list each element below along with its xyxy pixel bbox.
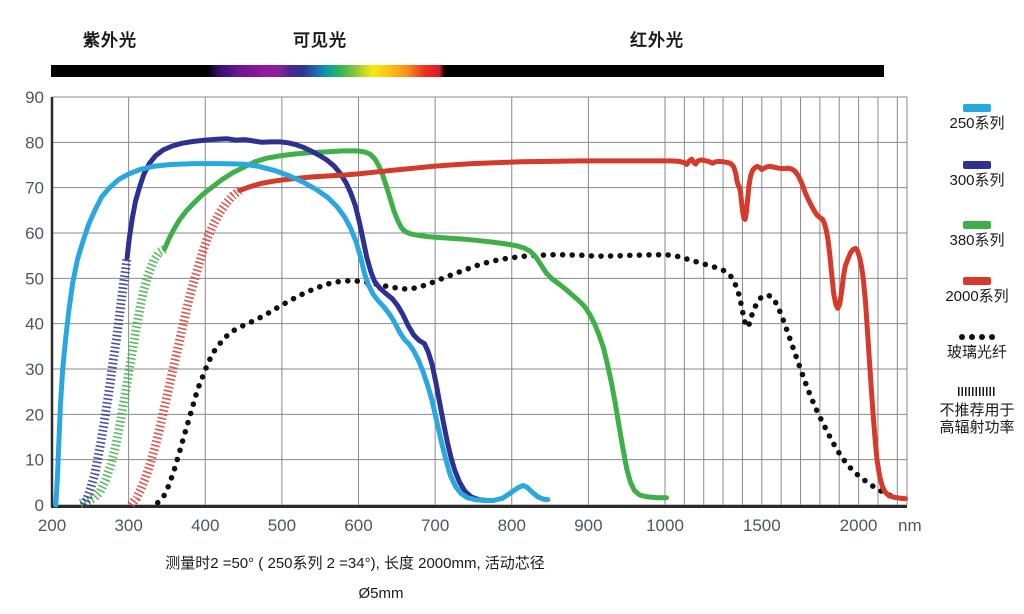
legend-label-glass-fiber: 玻璃光纤 bbox=[946, 344, 1007, 361]
svg-text:300: 300 bbox=[114, 516, 142, 535]
svg-text:600: 600 bbox=[344, 516, 372, 535]
svg-text:700: 700 bbox=[421, 516, 449, 535]
legend-swatch-2000 bbox=[930, 272, 1024, 290]
chart-legend: 250系列 300系列 380系列 2000系列 玻璃光纤 不推荐用于 高辐射功… bbox=[930, 0, 1024, 614]
svg-text:90: 90 bbox=[25, 88, 44, 107]
measurement-caption-line1: 测量时2 =50° ( 250系列 2 =34°), 长度 2000mm, 活动… bbox=[165, 555, 545, 572]
svg-text:400: 400 bbox=[191, 516, 219, 535]
svg-text:0: 0 bbox=[35, 496, 44, 515]
svg-text:20: 20 bbox=[25, 405, 44, 424]
svg-text:900: 900 bbox=[574, 516, 602, 535]
svg-text:50: 50 bbox=[25, 269, 44, 288]
svg-text:500: 500 bbox=[268, 516, 296, 535]
svg-text:nm: nm bbox=[898, 516, 922, 535]
svg-text:200: 200 bbox=[38, 516, 66, 535]
legend-swatch-380 bbox=[930, 216, 1024, 234]
band-label-visible: 可见光 bbox=[293, 31, 347, 50]
band-label-uv: 紫外光 bbox=[83, 31, 137, 50]
legend-label-380: 380系列 bbox=[949, 232, 1005, 249]
svg-text:30: 30 bbox=[25, 360, 44, 379]
svg-text:60: 60 bbox=[25, 224, 44, 243]
legend-swatch-250 bbox=[930, 99, 1024, 117]
legend-label-not-recommended-line1: 不推荐用于 bbox=[939, 402, 1015, 419]
legend-label-300: 300系列 bbox=[949, 172, 1005, 189]
legend-label-250: 250系列 bbox=[949, 115, 1005, 132]
svg-text:2000: 2000 bbox=[840, 516, 878, 535]
measurement-caption-line2: Ø5mm bbox=[358, 585, 404, 602]
band-label-ir: 红外光 bbox=[630, 31, 684, 50]
legend-swatch-glass-dots bbox=[930, 327, 1024, 345]
svg-text:80: 80 bbox=[25, 133, 44, 152]
svg-text:1500: 1500 bbox=[743, 516, 781, 535]
svg-text:40: 40 bbox=[25, 315, 44, 334]
spectrum-color-bar bbox=[51, 65, 884, 77]
hatch-pattern-icon bbox=[958, 387, 996, 396]
legend-label-not-recommended-line2: 高辐射功率 bbox=[939, 419, 1015, 436]
svg-text:800: 800 bbox=[498, 516, 526, 535]
svg-text:10: 10 bbox=[25, 451, 44, 470]
svg-text:70: 70 bbox=[25, 179, 44, 198]
legend-swatch-300 bbox=[930, 156, 1024, 174]
legend-swatch-hatch bbox=[930, 383, 1024, 401]
svg-text:1000: 1000 bbox=[646, 516, 684, 535]
legend-label-2000: 2000系列 bbox=[945, 288, 1009, 305]
